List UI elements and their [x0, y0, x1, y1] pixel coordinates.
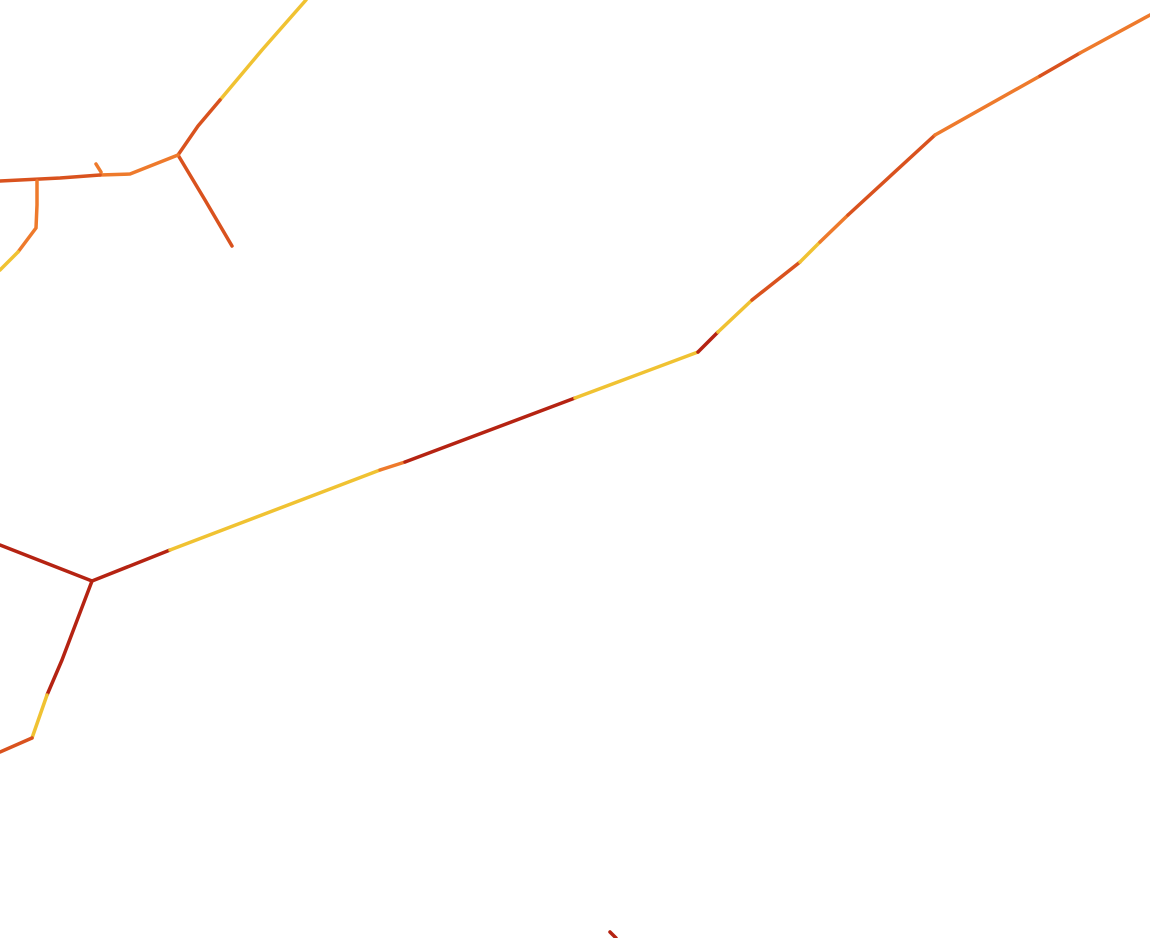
road-segment — [0, 173, 102, 183]
road-segment — [94, 162, 103, 174]
road-segment — [176, 98, 222, 157]
road-segment — [933, 74, 1042, 137]
road-segment — [1038, 51, 1082, 78]
road-segment — [90, 548, 172, 583]
road-segment — [98, 153, 180, 177]
road-segment — [798, 240, 822, 264]
road-segment — [168, 468, 382, 552]
road-segment — [0, 736, 34, 754]
road-segment — [218, 0, 308, 102]
road-segment — [30, 693, 49, 740]
road-segment — [176, 153, 234, 248]
road-segment — [608, 930, 618, 938]
road-segment — [750, 260, 802, 302]
road-segment — [1078, 13, 1150, 55]
road-segment — [403, 396, 577, 464]
road-segment — [818, 213, 850, 244]
road-segment — [45, 579, 94, 697]
road-segment — [0, 543, 94, 583]
road-segment — [378, 460, 407, 472]
road-segment — [16, 179, 39, 254]
road-segment — [696, 330, 720, 354]
road-segment — [846, 133, 937, 217]
road-segment — [0, 250, 20, 272]
road-segment — [573, 350, 700, 400]
road-segment — [716, 298, 754, 334]
